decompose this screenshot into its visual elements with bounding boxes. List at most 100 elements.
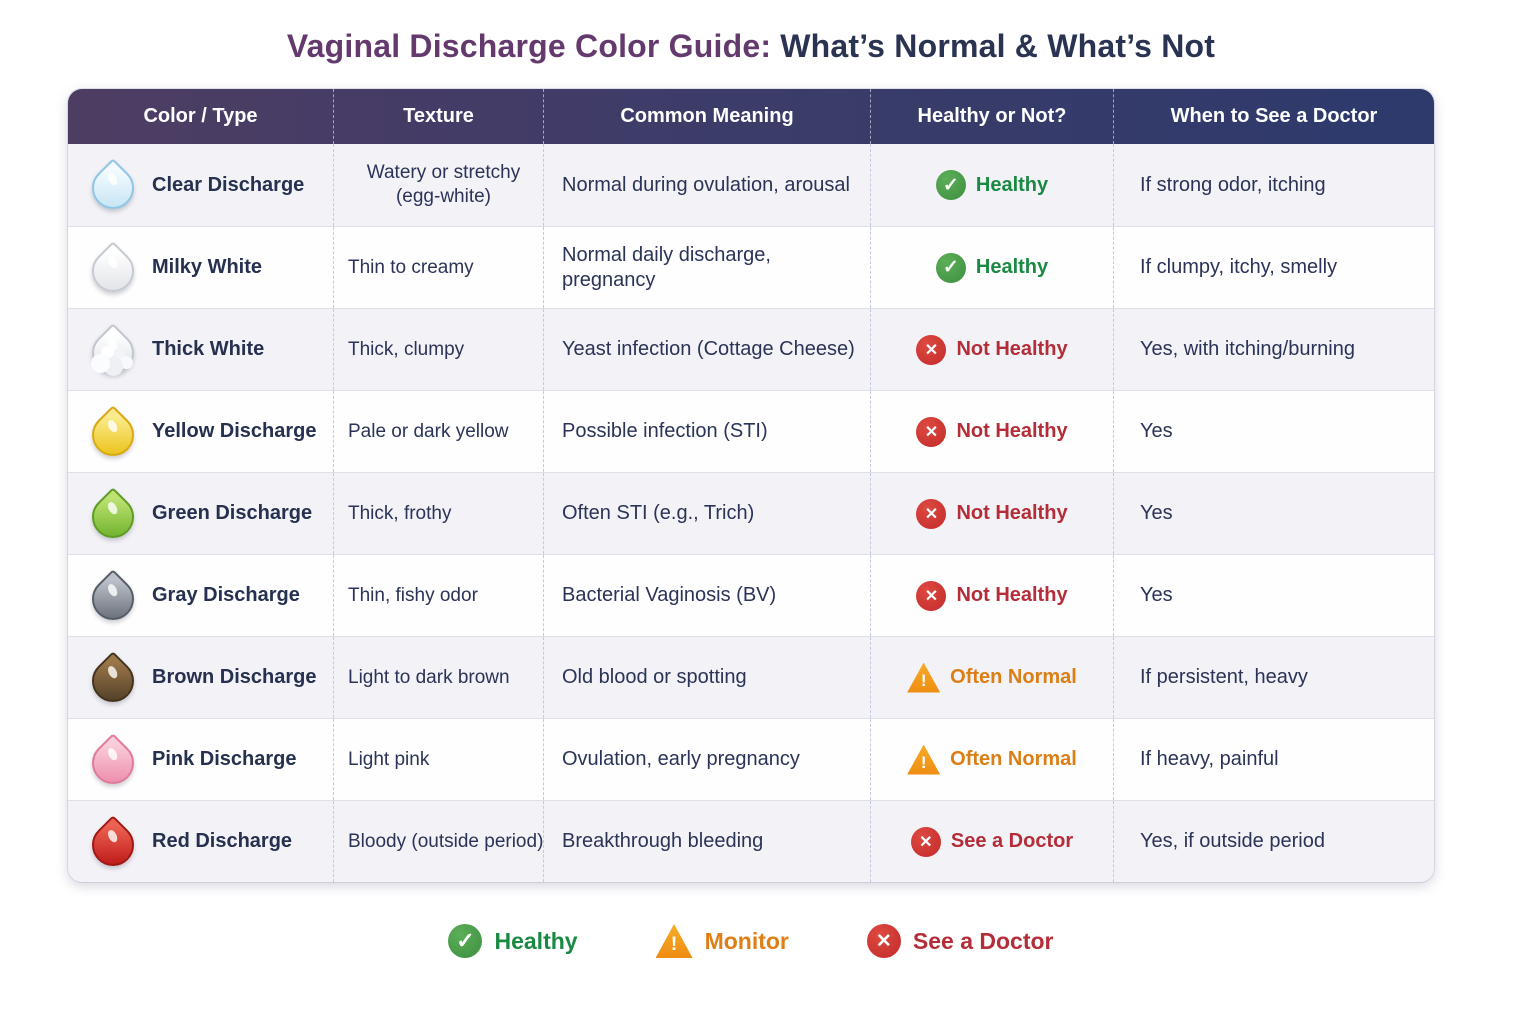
healthy-or-not-cell: Often Normal (870, 719, 1113, 800)
when-to-see-doctor-cell: If heavy, painful (1113, 719, 1434, 800)
common-meaning-cell: Bacterial Vaginosis (BV) (543, 555, 870, 636)
texture-cell: Watery or stretchy (egg-white) (333, 144, 543, 226)
healthy-or-not-cell: Not Healthy (870, 473, 1113, 554)
doctor-advice-text: If clumpy, itchy, smelly (1140, 256, 1338, 278)
when-to-see-doctor-cell: Yes (1113, 391, 1434, 472)
brown-droplet-icon (82, 643, 144, 713)
color-type-cell: Pink Discharge (68, 719, 333, 800)
header-texture: Texture (333, 89, 543, 144)
texture-text: Light to dark brown (348, 666, 510, 688)
header-color-type: Color / Type (143, 105, 258, 127)
texture-text: Light pink (348, 748, 430, 770)
texture-cell: Light pink (333, 719, 543, 800)
texture-cell: Thick, clumpy (333, 309, 543, 390)
texture-cell: Pale or dark yellow (333, 391, 543, 472)
status-label: Often Normal (950, 666, 1077, 688)
thick-white-clumpy-droplet-icon (82, 315, 144, 385)
doctor-advice-text: If persistent, heavy (1140, 666, 1308, 688)
legend-label: See a Doctor (912, 927, 1054, 954)
not-healthy-x-icon (916, 416, 947, 447)
color-type-cell: Gray Discharge (68, 555, 333, 636)
status-label: Not Healthy (956, 502, 1068, 524)
common-meaning-cell: Yeast infection (Cottage Cheese) (543, 309, 870, 390)
green-droplet-icon (82, 479, 144, 549)
table-body: Clear Discharge Watery or stretchy (egg-… (68, 144, 1434, 882)
doctor-advice-text: If strong odor, itching (1140, 173, 1326, 196)
healthy-or-not-cell: See a Doctor (870, 801, 1113, 882)
status-label: See a Doctor (950, 830, 1074, 852)
healthy-or-not-cell: Healthy (870, 227, 1113, 308)
not-healthy-x-icon (916, 334, 947, 365)
meaning-text: Bacterial Vaginosis (BV) (562, 584, 777, 606)
healthy-check-icon (935, 170, 966, 200)
healthy-or-not-cell: Not Healthy (870, 555, 1113, 636)
meaning-text: Normal during ovulation, arousal (562, 173, 850, 196)
discharge-type-label: Milky White (152, 256, 263, 278)
doctor-advice-text: Yes (1140, 502, 1173, 524)
texture-text: Thick, frothy (348, 502, 452, 524)
status-label: Not Healthy (956, 584, 1068, 606)
discharge-type-label: Brown Discharge (152, 666, 317, 688)
common-meaning-cell: Often STI (e.g., Trich) (543, 473, 870, 554)
discharge-type-label: Green Discharge (152, 502, 313, 524)
table-row: Yellow Discharge Pale or dark yellow Pos… (68, 390, 1434, 472)
infographic-page: Vaginal Discharge Color Guide: What’s No… (0, 28, 1536, 1024)
status-legend: Healthy Monitor See a Doctor (68, 924, 1434, 958)
when-to-see-doctor-cell: Yes (1113, 473, 1434, 554)
texture-cell: Thick, frothy (333, 473, 543, 554)
see-a-doctor-x-icon (866, 924, 901, 958)
meaning-text: Possible infection (STI) (562, 420, 768, 442)
table-row: Thick White Thick, clumpy Yeast infectio… (68, 308, 1434, 390)
healthy-or-not-cell: Healthy (870, 144, 1113, 226)
when-to-see-doctor-cell: If persistent, heavy (1113, 637, 1434, 718)
when-to-see-doctor-cell: Yes, if outside period (1113, 801, 1434, 882)
when-to-see-doctor-cell: Yes, with itching/burning (1113, 309, 1434, 390)
not-healthy-x-icon (916, 580, 947, 611)
discharge-type-label: Gray Discharge (152, 584, 300, 606)
common-meaning-cell: Possible infection (STI) (543, 391, 870, 472)
healthy-or-not-cell: Often Normal (870, 637, 1113, 718)
common-meaning-cell: Normal daily discharge, pregnancy (543, 227, 870, 308)
discharge-type-label: Pink Discharge (152, 748, 297, 770)
common-meaning-cell: Old blood or spotting (543, 637, 870, 718)
legend-item: Monitor (655, 924, 789, 958)
status-label: Healthy (975, 173, 1049, 196)
color-type-cell: Yellow Discharge (68, 391, 333, 472)
meaning-text: Breakthrough bleeding (562, 830, 764, 852)
legend-label: Healthy (494, 927, 578, 954)
meaning-text: Ovulation, early pregnancy (562, 748, 800, 770)
page-title-rest: What’s Normal & What’s Not (771, 28, 1216, 64)
healthy-or-not-cell: Not Healthy (870, 391, 1113, 472)
milky-white-droplet-icon (82, 233, 144, 303)
table-row: Brown Discharge Light to dark brown Old … (68, 636, 1434, 718)
table-row: Milky White Thin to creamy Normal daily … (68, 226, 1434, 308)
status-label: Not Healthy (956, 338, 1068, 360)
texture-text: Pale or dark yellow (348, 420, 509, 442)
texture-text: Bloody (outside period) (348, 830, 544, 852)
common-meaning-cell: Ovulation, early pregnancy (543, 719, 870, 800)
header-when-to-see-doctor: When to See a Doctor (1113, 89, 1434, 144)
doctor-advice-text: Yes, with itching/burning (1140, 338, 1355, 360)
color-type-cell: Thick White (68, 309, 333, 390)
texture-cell: Bloody (outside period) (333, 801, 543, 882)
when-to-see-doctor-cell: Yes (1113, 555, 1434, 636)
common-meaning-cell: Breakthrough bleeding (543, 801, 870, 882)
header-common-meaning: Common Meaning (543, 89, 870, 144)
doctor-advice-text: Yes (1140, 584, 1173, 606)
page-title-highlight: Vaginal Discharge Color Guide: (286, 28, 772, 64)
status-label: Not Healthy (956, 420, 1068, 442)
healthy-or-not-cell: Not Healthy (870, 309, 1113, 390)
table-row: Green Discharge Thick, frothy Often STI … (68, 472, 1434, 554)
discharge-type-label: Yellow Discharge (152, 420, 317, 442)
common-meaning-cell: Normal during ovulation, arousal (543, 144, 870, 226)
texture-text: Thick, clumpy (348, 338, 465, 360)
red-droplet-icon (82, 807, 144, 877)
color-type-cell: Brown Discharge (68, 637, 333, 718)
texture-text: Thin to creamy (348, 256, 474, 278)
doctor-advice-text: Yes, if outside period (1140, 830, 1325, 852)
legend-item: Healthy (448, 924, 578, 958)
table-row: Red Discharge Bloody (outside period) Br… (68, 800, 1434, 882)
when-to-see-doctor-cell: If strong odor, itching (1113, 144, 1434, 226)
not-healthy-x-icon (916, 498, 947, 529)
header-healthy-or-not: Healthy or Not? (870, 89, 1113, 144)
